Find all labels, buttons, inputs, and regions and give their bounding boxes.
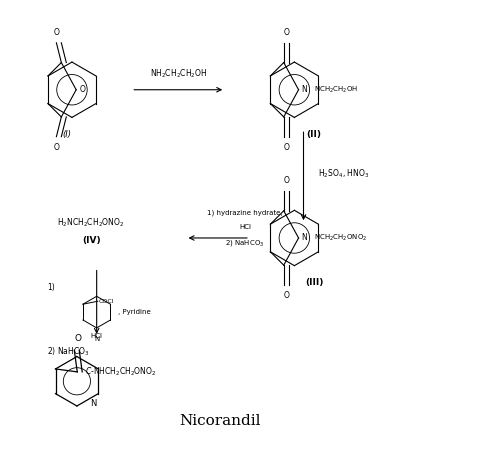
Text: COCl: COCl	[99, 299, 114, 304]
Text: HCl: HCl	[91, 333, 103, 339]
Text: O: O	[80, 85, 86, 94]
Text: O: O	[75, 334, 82, 343]
Text: O: O	[283, 291, 289, 300]
Text: , Pyridine: , Pyridine	[119, 309, 151, 315]
Text: H$_2$NCH$_2$CH$_2$ONO$_2$: H$_2$NCH$_2$CH$_2$ONO$_2$	[57, 217, 125, 229]
Text: N: N	[301, 234, 307, 243]
Text: N: N	[301, 85, 307, 94]
Text: NH$_2$CH$_2$CH$_2$OH: NH$_2$CH$_2$CH$_2$OH	[150, 67, 207, 80]
Text: O: O	[283, 176, 289, 185]
Text: 2) NaHCO$_3$: 2) NaHCO$_3$	[225, 238, 264, 248]
Text: (II): (II)	[307, 130, 322, 139]
Text: (IV): (IV)	[83, 236, 101, 245]
Text: (I): (I)	[62, 130, 72, 139]
Text: 1): 1)	[47, 283, 55, 292]
Text: N: N	[90, 399, 96, 408]
Text: HCl: HCl	[239, 224, 251, 230]
Text: 1) hydrazine hydrate,: 1) hydrazine hydrate,	[207, 210, 283, 216]
Text: NCH$_2$CH$_2$OH: NCH$_2$CH$_2$OH	[314, 85, 359, 95]
Text: 2) NaHCO$_3$: 2) NaHCO$_3$	[47, 345, 90, 358]
Text: O: O	[53, 143, 60, 152]
Text: (III): (III)	[305, 278, 324, 287]
Text: O: O	[283, 143, 289, 152]
Text: O: O	[283, 28, 289, 37]
Text: $C$-NHCH$_2$CH$_2$ONO$_2$: $C$-NHCH$_2$CH$_2$ONO$_2$	[85, 366, 156, 378]
Text: O: O	[53, 28, 60, 37]
Text: Nicorandil: Nicorandil	[180, 414, 261, 428]
Text: N: N	[94, 336, 99, 342]
Text: NCH$_2$CH$_2$ONO$_2$: NCH$_2$CH$_2$ONO$_2$	[314, 233, 368, 243]
Text: H$_2$SO$_4$, HNO$_3$: H$_2$SO$_4$, HNO$_3$	[318, 167, 370, 180]
